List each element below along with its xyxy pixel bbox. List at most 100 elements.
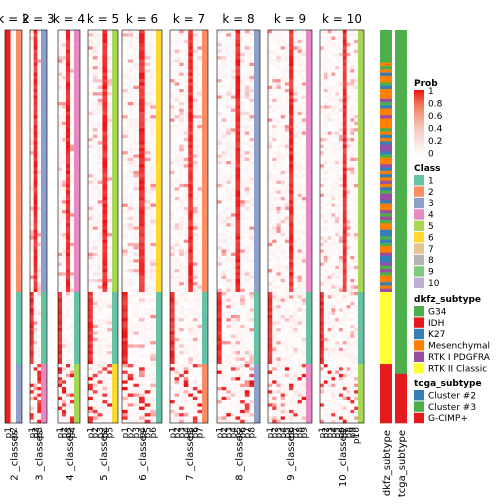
heatmap-cell [230,147,236,152]
heatmap-cell [230,380,236,384]
heatmap-cell [144,233,151,237]
class-strip-cell [16,79,22,83]
class-strip-cell [202,105,208,109]
heatmap-cell [221,223,227,227]
class-strip-cell [74,203,80,208]
heatmap-cell [197,328,203,332]
heatmap-cell [179,69,185,73]
heatmap-cell [192,190,198,195]
heatmap-cell [139,115,145,119]
heatmap-cell [97,56,103,60]
class-strip-cell [74,272,80,276]
heatmap-cell [240,52,246,57]
heatmap-cell [37,92,42,96]
heatmap-cell [197,82,203,86]
heatmap-cell [62,134,67,139]
heatmap-cell [122,298,128,303]
heatmap-cell [235,242,241,247]
heatmap-cell [62,115,67,119]
class-strip-cell [156,337,162,342]
heatmap-cell [183,147,189,152]
heatmap-cell [244,272,250,276]
heatmap-cell [127,406,134,411]
heatmap-cell [170,383,175,388]
heatmap-cell [249,49,255,54]
class-strip-cell [16,288,22,293]
heatmap-cell [139,370,145,375]
heatmap-cell [249,206,255,211]
heatmap-cell [92,360,98,365]
heatmap-cell [102,282,108,286]
heatmap-cell [197,197,203,201]
heatmap-cell [62,151,67,155]
heatmap-cell [97,380,103,384]
heatmap-cell [170,337,175,342]
heatmap-cell [102,396,108,401]
heatmap-cell [230,59,236,64]
heatmap-cell [37,318,42,322]
heatmap-cell [217,213,222,217]
heatmap-cell [122,147,128,152]
heatmap-cell [221,272,227,276]
heatmap-cell [188,265,194,270]
heatmap-cell [179,134,185,139]
class-strip-cell [16,206,22,211]
heatmap-cell [230,105,236,109]
heatmap-cell [226,229,232,234]
heatmap-cell [230,223,236,227]
class-strip-cell [156,177,162,181]
class-strip-cell [254,210,260,214]
heatmap-cell [102,249,108,253]
heatmap-cell [127,278,134,283]
heatmap-cell [122,341,128,345]
heatmap-cell [10,95,17,100]
heatmap-cell [197,102,203,106]
heatmap-cell [37,259,42,263]
heatmap-cell [127,147,134,152]
heatmap-cell [102,370,108,375]
heatmap-cell [33,400,38,404]
heatmap-cell [122,59,128,64]
class-strip-cell [254,167,260,172]
class-strip-cell [202,324,208,329]
heatmap-cell [183,393,189,398]
heatmap-cell [62,174,67,178]
heatmap-cell [170,233,175,237]
heatmap-cell [70,82,75,86]
heatmap-cell [192,197,198,201]
heatmap-cell [66,200,71,204]
heatmap-cell [102,88,108,93]
heatmap-cell [88,36,94,41]
heatmap-cell [179,239,185,244]
heatmap-cell [150,275,157,280]
heatmap-cell [92,367,98,371]
heatmap-cell [249,364,255,368]
heatmap-cell [230,331,236,335]
heatmap-cell [122,226,128,231]
heatmap-cell [226,249,232,253]
heatmap-cell [5,30,11,34]
heatmap-cell [192,95,198,100]
heatmap-cell [122,386,128,391]
heatmap-cell [30,314,34,319]
heatmap-cell [122,69,128,73]
class-strip-cell [202,111,208,116]
class-strip-cell [254,134,260,139]
heatmap-cell [122,360,128,365]
heatmap-cell [179,341,185,345]
heatmap-cell [150,265,157,270]
heatmap-cell [170,36,175,41]
heatmap-cell [88,305,94,309]
heatmap-cell [244,193,250,198]
heatmap-cell [174,190,180,195]
heatmap-cell [240,288,246,293]
heatmap-cell [92,301,98,306]
heatmap-cell [97,373,103,378]
heatmap-cell [235,331,241,335]
heatmap-cell [183,311,189,316]
heatmap-cell [240,239,246,244]
heatmap-cell [66,82,71,86]
heatmap-cell [122,206,128,211]
heatmap-cell [240,59,246,64]
heatmap-cell [197,46,203,50]
